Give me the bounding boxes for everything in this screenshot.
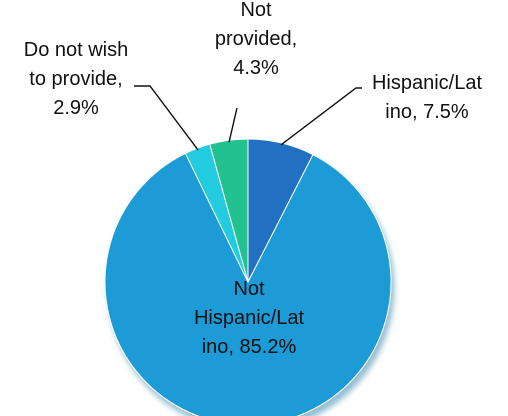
data-label-line: Hispanic/Lat — [372, 72, 483, 94]
data-label-hispanic-latino: Hispanic/Lat ino, 7.5% — [372, 72, 483, 123]
slice-labels: Hispanic/Lat ino, 7.5% Not Hispanic/Lat ino,… — [24, 0, 483, 358]
data-label-line: provided, — [215, 28, 297, 50]
data-label-line: 4.3% — [233, 57, 279, 79]
data-label-not-hispanic-latino: Not Hispanic/Lat ino, 85.2% — [194, 278, 305, 358]
data-label-line: ino, 7.5% — [385, 101, 469, 123]
data-label-line: Hispanic/Lat — [194, 307, 305, 329]
leader-line-do-not-wish-to-provide — [134, 85, 199, 151]
data-label-do-not-wish-to-provide: Do not wish to provide, 2.9% — [24, 39, 129, 119]
pie-slices — [104, 138, 392, 416]
data-label-line: Do not wish — [24, 39, 129, 61]
pie-slice-not-provided — [209, 138, 249, 283]
data-label-not-provided: Not provided, 4.3% — [215, 0, 297, 79]
data-label-line: Not — [240, 0, 272, 21]
leader-lines — [134, 85, 362, 151]
pie-slice-not-hispanic-latino — [104, 152, 392, 416]
data-label-line: Not — [233, 278, 265, 300]
data-label-line: ino, 85.2% — [202, 336, 297, 358]
leader-line-hispanic-latino — [280, 87, 362, 146]
data-label-line: 2.9% — [53, 97, 99, 119]
data-label-line: to provide, — [29, 68, 122, 90]
leader-line-not-provided — [228, 107, 238, 143]
